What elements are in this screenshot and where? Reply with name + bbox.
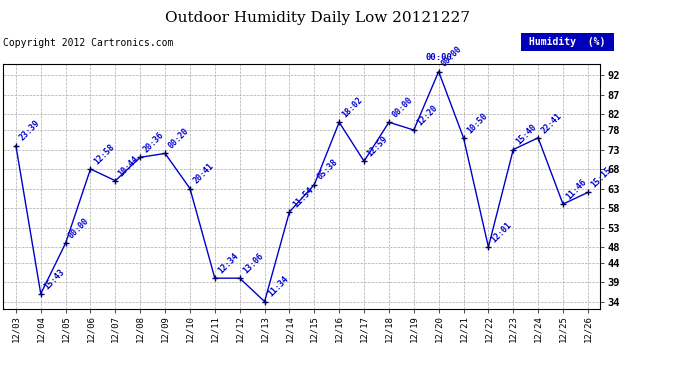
Text: 11:54: 11:54 (290, 185, 315, 209)
Text: Humidity  (%): Humidity (%) (529, 38, 606, 47)
Text: 20:41: 20:41 (191, 162, 215, 186)
Text: 10:50: 10:50 (465, 111, 489, 135)
Text: 22:41: 22:41 (540, 111, 564, 135)
Text: 18:02: 18:02 (341, 95, 364, 120)
Text: 15:43: 15:43 (42, 267, 66, 291)
Text: 12:58: 12:58 (92, 142, 116, 166)
Text: 00:00: 00:00 (391, 95, 415, 120)
Text: 00:00: 00:00 (440, 45, 464, 69)
Text: 15:40: 15:40 (515, 123, 539, 147)
Text: 12:34: 12:34 (216, 251, 240, 275)
Text: Outdoor Humidity Daily Low 20121227: Outdoor Humidity Daily Low 20121227 (165, 11, 470, 25)
Text: 00:00: 00:00 (425, 53, 452, 62)
Text: 23:39: 23:39 (17, 119, 41, 143)
Text: 00:20: 00:20 (166, 127, 190, 151)
Text: Copyright 2012 Cartronics.com: Copyright 2012 Cartronics.com (3, 38, 174, 48)
Text: 05:38: 05:38 (316, 158, 339, 182)
Text: 12:20: 12:20 (415, 103, 440, 127)
Text: 10:44: 10:44 (117, 154, 141, 178)
Text: 11:46: 11:46 (564, 177, 589, 201)
Text: 15:15: 15:15 (589, 166, 613, 190)
Text: 12:59: 12:59 (366, 134, 389, 159)
Text: 00:00: 00:00 (67, 216, 91, 240)
Text: 20:36: 20:36 (141, 130, 166, 154)
Text: 12:01: 12:01 (490, 220, 514, 244)
Text: 11:34: 11:34 (266, 275, 290, 299)
Text: 13:06: 13:06 (241, 251, 265, 275)
